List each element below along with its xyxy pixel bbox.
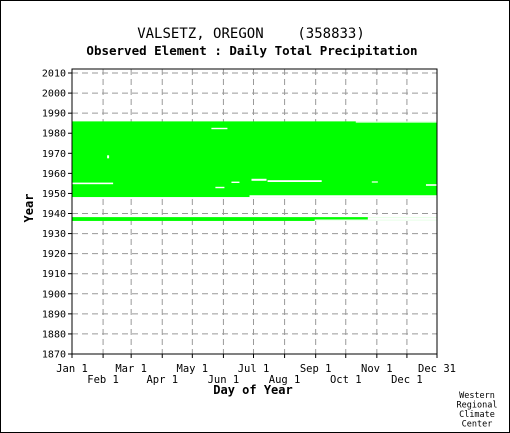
y-tick-label: 1940 [42, 209, 66, 220]
credit-line: Climate [459, 410, 495, 420]
y-tick-label: 1930 [42, 229, 66, 240]
x-tick-label: Dec 31 [418, 363, 456, 375]
y-tick-label: 1970 [42, 149, 66, 160]
axis-ticks: 1870 1880 1890 1900 1910 1920 1930 1940 1950 1960… [42, 69, 456, 386]
data-coverage-block [72, 217, 437, 221]
missing-data-gap [72, 182, 114, 185]
y-tick-label: 1910 [42, 269, 66, 280]
x-axis-label: Day of Year [213, 383, 292, 397]
x-tick-label: Dec 1 [391, 374, 423, 386]
y-axis-label: Year [22, 194, 36, 223]
x-tick-label: Jun 1 [208, 374, 240, 386]
data-coverage-block [72, 121, 437, 198]
x-tick-label: Aug 1 [269, 374, 301, 386]
missing-data-gap [249, 195, 437, 198]
missing-data-gap [425, 184, 437, 186]
x-tick-label: May 1 [177, 363, 209, 375]
missing-data-gap [267, 180, 322, 182]
credit-line: Regional [457, 401, 498, 411]
missing-data-gap [371, 181, 378, 183]
x-tick-label: Nov 1 [361, 363, 393, 375]
y-tick-label: 1920 [42, 249, 66, 260]
missing-data-gap [231, 181, 240, 183]
x-tick-label: Sep 1 [300, 363, 332, 375]
y-tick-label: 1990 [42, 109, 66, 120]
data-coverage [72, 121, 437, 221]
y-tick-label: 2000 [42, 89, 66, 100]
missing-data-gap [367, 217, 437, 220]
y-tick-label: 1950 [42, 189, 66, 200]
chart-title: VALSETZ, OREGON (358833) [137, 26, 365, 42]
y-tick-label: 1980 [42, 129, 66, 140]
grid-lines [72, 69, 437, 355]
y-tick-label: 2010 [42, 69, 66, 80]
missing-data-gap [211, 127, 228, 130]
y-tick-label: 1870 [42, 350, 66, 361]
missing-data-gap [355, 121, 437, 123]
x-tick-label: Mar 1 [115, 363, 147, 375]
missing-data-gap [215, 186, 225, 189]
plot-area-border [71, 68, 438, 355]
x-tick-label: Jul 1 [238, 363, 270, 375]
missing-data-gap [107, 155, 110, 159]
x-tick-label: Apr 1 [146, 374, 178, 386]
y-tick-label: 1900 [42, 289, 66, 300]
x-tick-label: Jan 1 [56, 363, 88, 375]
missing-data-gap [314, 219, 437, 221]
y-tick-label: 1890 [42, 309, 66, 320]
chart-subtitle: Observed Element : Daily Total Precipita… [86, 43, 417, 58]
missing-data-gap [251, 178, 267, 181]
credit-line: Center [462, 420, 493, 430]
x-tick-label: Feb 1 [87, 374, 119, 386]
credit-line: Western [459, 391, 495, 401]
x-tick-label: Oct 1 [330, 374, 362, 386]
y-tick-label: 1880 [42, 329, 66, 340]
y-tick-label: 1960 [42, 169, 66, 180]
